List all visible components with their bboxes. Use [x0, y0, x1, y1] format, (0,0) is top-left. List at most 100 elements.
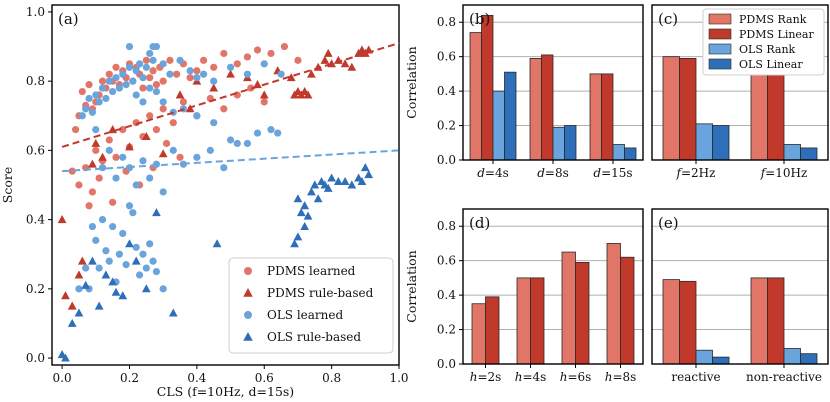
panel-a-point-3: [313, 194, 323, 203]
panel-a-point-3: [296, 208, 306, 217]
panel-a-point-0: [159, 77, 167, 85]
panel-a-point-2: [132, 181, 140, 189]
panel-a-point-0: [146, 74, 154, 82]
panel-a-point-2: [139, 98, 147, 106]
panel-a-point-2: [85, 94, 93, 103]
panel-a-point-3: [293, 194, 303, 203]
panel-b-ytick-label: 0.8: [437, 15, 456, 29]
panel-a-point-1: [158, 149, 168, 158]
panel-d-bar-pdms-rank: [606, 243, 621, 365]
panel-a-point-2: [125, 202, 134, 210]
panel-a-point-1: [88, 159, 97, 168]
panel-a-point-3: [300, 221, 310, 230]
legend-marker: [244, 267, 252, 275]
panel-c-bar-pdms-linear: [767, 73, 785, 161]
panel-a-point-0: [179, 98, 187, 106]
panel-d-xtick-label: h=8s: [605, 370, 637, 384]
panel-d-ytick-label: 0.4: [437, 288, 456, 302]
panel-a-point-2: [152, 267, 161, 276]
panel-a-point-3: [357, 176, 367, 185]
panel-a-point-1: [209, 83, 219, 92]
panel-a-point-2: [105, 146, 113, 154]
panel-a-trend-line: [62, 149, 400, 173]
panel-a-point-2: [102, 94, 110, 103]
panel-d-ytick-label: 0.0: [437, 357, 456, 371]
panel-a-point-2: [149, 257, 157, 265]
panel-d-xtick-var: h: [515, 370, 523, 384]
panel-b-xtick-var: d: [593, 166, 601, 180]
panel-a-ytick-label: 1.0: [26, 5, 45, 19]
panel-a-point-0: [98, 77, 107, 85]
panel-a-ytick-label: 0.4: [26, 213, 45, 227]
panel-a-point-2: [75, 285, 83, 293]
panel-a-point-3: [360, 163, 370, 172]
panel-a-point-1: [74, 270, 84, 279]
panel-a-point-0: [109, 198, 117, 206]
panel-e-xtick-value: non-reactive: [746, 370, 822, 384]
panel-a-point-1: [226, 69, 235, 78]
legend-entry: PDMS Linear: [739, 28, 814, 41]
panel-b-xtick-label: d=15s: [593, 166, 632, 180]
panel-a-point-3: [212, 239, 222, 248]
panel-a-point-3: [61, 353, 70, 362]
panel-a-point-3: [340, 176, 350, 185]
panel-a-point-2: [98, 84, 107, 92]
panel-a-legend: [228, 257, 394, 354]
panel-a-trend-line: [61, 42, 400, 148]
panel-b-bar-pdms-rank: [469, 32, 482, 161]
panel-a-point-2: [122, 261, 130, 269]
panel-a-point-3: [303, 211, 313, 220]
panel-b-frame: [462, 4, 644, 161]
panel-a-point-0: [159, 105, 167, 113]
panel-c-xtick-var: f: [760, 166, 768, 180]
panel-a-point-2: [206, 146, 214, 154]
panel-b-xtick-value: =8s: [545, 166, 569, 180]
panel-a-point-2: [105, 257, 113, 265]
panel-a-point-3: [323, 183, 333, 192]
panel-a-point-2: [226, 136, 235, 144]
panel-a-xtick-label: 0.4: [187, 371, 206, 385]
panel-a-point-2: [200, 70, 208, 78]
panel-a-label: (a): [58, 10, 79, 28]
panel-e-bar-pdms-rank: [662, 279, 680, 365]
panel-e-bar-ols-rank: [783, 348, 801, 365]
panel-a-point-2: [88, 222, 97, 231]
panel-d-bar-pdms-linear: [575, 261, 590, 365]
panel-b-bar-ols-linear: [504, 71, 517, 161]
panel-a-point-3: [141, 284, 151, 293]
panel-a-point-1: [253, 80, 262, 89]
panel-a-point-0: [233, 91, 241, 99]
panel-a-point-0: [210, 63, 218, 71]
panel-a-point-0: [68, 167, 76, 175]
panel-a-point-3: [88, 256, 97, 265]
panel-d-xtick-label: h=2s: [470, 370, 502, 384]
panel-a-point-1: [77, 256, 87, 265]
panel-a-point-0: [260, 98, 268, 106]
panel-a-point-2: [142, 63, 150, 71]
panel-a-point-2: [169, 146, 177, 154]
panel-b-bar-pdms-rank: [529, 57, 542, 161]
panel-a-point-2: [152, 160, 161, 168]
panel-a-point-2: [119, 153, 127, 161]
panel-a-point-3: [333, 176, 343, 185]
panel-a-point-2: [135, 271, 144, 279]
panel-c-xtick-label: f=10Hz: [760, 166, 808, 180]
panel-a-point-0: [220, 49, 228, 58]
panel-d-xtick-label: h=4s: [515, 370, 547, 384]
legend-entry: PDMS rule-based: [267, 286, 374, 300]
panel-c-xtick-value: =10Hz: [765, 166, 807, 180]
panel-a-point-3: [74, 308, 84, 317]
panel-d-ytick-label: 0.6: [437, 254, 456, 268]
panel-a-point-1: [91, 138, 101, 147]
panel-a-point-0: [105, 136, 113, 144]
panel-e-frame: [651, 208, 829, 365]
legend-marker: [244, 311, 252, 319]
panel-c-bar-ols-rank: [783, 144, 801, 161]
legend-marker: [243, 332, 253, 341]
panel-b-bar-ols-linear: [564, 125, 577, 161]
panel-a-point-0: [243, 53, 251, 61]
panel-a-point-2: [233, 139, 241, 148]
panel-a-point-2: [152, 87, 161, 96]
panel-a-point-1: [307, 69, 316, 78]
